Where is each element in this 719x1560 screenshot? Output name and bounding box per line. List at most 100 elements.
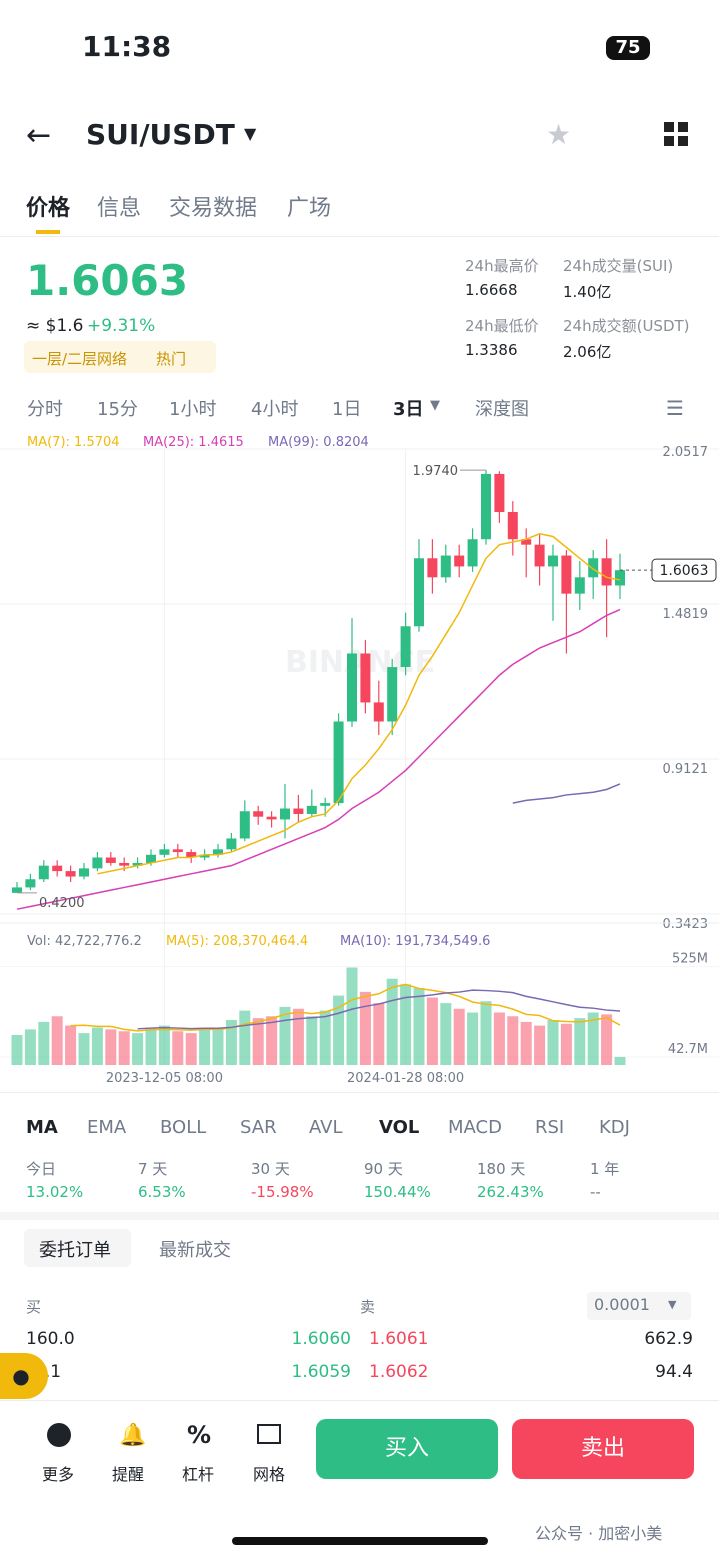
- volume-bar: [413, 988, 425, 1065]
- volume-bar: [480, 1001, 492, 1065]
- tab[interactable]: 价格: [26, 196, 71, 221]
- order-tab[interactable]: 委托订单: [39, 1240, 111, 1261]
- y-tick-label: 525M: [672, 952, 708, 967]
- volume-bar: [426, 997, 438, 1065]
- volume-bar: [11, 1035, 23, 1065]
- candle-body: [373, 702, 384, 722]
- action[interactable]: 杠杆: [182, 1465, 215, 1484]
- buy-button[interactable]: 买入: [316, 1419, 498, 1479]
- indicator[interactable]: MA: [26, 1117, 58, 1138]
- volume-bar: [118, 1031, 130, 1065]
- volume-bar: [587, 1012, 599, 1065]
- candle-body: [132, 862, 143, 866]
- precision-box[interactable]: [587, 1292, 691, 1320]
- icon: 🔔: [119, 1423, 147, 1448]
- stat-value: 2.06亿: [563, 343, 612, 361]
- ma-legend: MA(7): 1.5704: [27, 435, 120, 450]
- dropdown[interactable]: ▼: [244, 124, 257, 143]
- y-tick-label: 1.4819: [663, 607, 709, 622]
- float-button[interactable]: ●: [0, 1353, 48, 1399]
- dropdown: ▼: [668, 1298, 677, 1311]
- stat-label: 24h最低价: [465, 317, 539, 335]
- interval[interactable]: 4小时: [251, 399, 299, 420]
- volume-bar: [507, 1016, 519, 1065]
- indicator[interactable]: RSI: [535, 1117, 565, 1138]
- volume-bar: [547, 1020, 559, 1065]
- y-tick-label: 0.9121: [663, 762, 709, 777]
- star[interactable]: ★: [546, 118, 572, 151]
- volume-bar: [212, 1027, 224, 1065]
- candle-body: [38, 865, 49, 880]
- interval[interactable]: 分时: [27, 399, 63, 420]
- period-value: 150.44%: [364, 1183, 431, 1201]
- indicator[interactable]: VOL: [379, 1117, 420, 1138]
- indicator[interactable]: MACD: [448, 1117, 502, 1138]
- volume-bar: [225, 1020, 237, 1065]
- indicator[interactable]: BOLL: [160, 1117, 207, 1138]
- ma-line: [16, 608, 621, 910]
- order-tab[interactable]: 最新成交: [159, 1240, 231, 1261]
- volume-bar: [199, 1029, 211, 1065]
- stat-value: 1.6668: [465, 281, 518, 299]
- ma-legend: MA(99): 0.8204: [268, 435, 369, 450]
- candle-body: [360, 653, 371, 703]
- interval[interactable]: 15分: [97, 399, 138, 420]
- candle-body: [146, 854, 156, 863]
- candle-body: [615, 570, 625, 586]
- back[interactable]: ←: [26, 118, 52, 153]
- volume-bar: [292, 1008, 304, 1065]
- stat-value: 1.40亿: [563, 283, 612, 301]
- indicator[interactable]: SAR: [240, 1117, 277, 1138]
- tab[interactable]: 信息: [97, 196, 142, 221]
- interval[interactable]: 深度图: [475, 399, 529, 420]
- indicator[interactable]: EMA: [87, 1117, 127, 1138]
- ma-line: [97, 533, 621, 875]
- tab[interactable]: 交易数据: [169, 196, 258, 221]
- precision: 0.0001: [594, 1295, 650, 1314]
- tag-box[interactable]: [24, 341, 216, 373]
- volume-bar: [319, 1010, 331, 1065]
- sell-button[interactable]: 卖出: [512, 1419, 694, 1479]
- action[interactable]: 网格: [253, 1465, 286, 1484]
- candle-body: [387, 667, 398, 722]
- candle-body: [280, 808, 290, 820]
- ask-price: 1.6062: [369, 1362, 429, 1382]
- volume-bar: [132, 1033, 144, 1065]
- period-label: 今日: [26, 1160, 57, 1178]
- action[interactable]: 提醒: [112, 1465, 145, 1484]
- settings[interactable]: ☰: [666, 396, 684, 420]
- candle-body: [92, 857, 103, 869]
- tag: 一层/二层网络: [32, 350, 128, 368]
- indicator[interactable]: KDJ: [599, 1117, 630, 1138]
- tab[interactable]: 广场: [287, 196, 332, 221]
- period-label: 180 天: [477, 1160, 526, 1178]
- candle-body: [574, 577, 585, 594]
- volume-bar: [493, 1012, 505, 1065]
- candle-body: [427, 558, 438, 578]
- candle-body: [239, 811, 250, 839]
- dropdown[interactable]: ▼: [430, 398, 440, 413]
- volume-bar: [453, 1008, 465, 1065]
- candle-body: [79, 868, 89, 877]
- volume-bar: [534, 1025, 546, 1065]
- ask-price: 1.6061: [369, 1329, 429, 1349]
- candle-body: [226, 838, 237, 850]
- volume-bar: [560, 1023, 572, 1065]
- interval[interactable]: 1日: [332, 399, 362, 420]
- interval[interactable]: 3日: [393, 399, 424, 420]
- bid-price: 1.6060: [291, 1329, 351, 1349]
- pair[interactable]: SUI/USDT: [86, 118, 235, 151]
- candle-body: [159, 849, 170, 855]
- grid-icon[interactable]: [664, 122, 688, 146]
- volume-bar: [239, 1010, 251, 1065]
- volume-bar: [574, 1018, 586, 1065]
- candle-body: [172, 849, 183, 853]
- volume-bar: [78, 1033, 90, 1065]
- indicator[interactable]: AVL: [309, 1117, 343, 1138]
- interval[interactable]: 1小时: [169, 399, 217, 420]
- ma-line: [512, 783, 621, 804]
- action[interactable]: 更多: [42, 1465, 75, 1484]
- x-tick-label: 2023-12-05 08:00: [106, 1071, 223, 1086]
- volume-bar: [467, 1012, 479, 1065]
